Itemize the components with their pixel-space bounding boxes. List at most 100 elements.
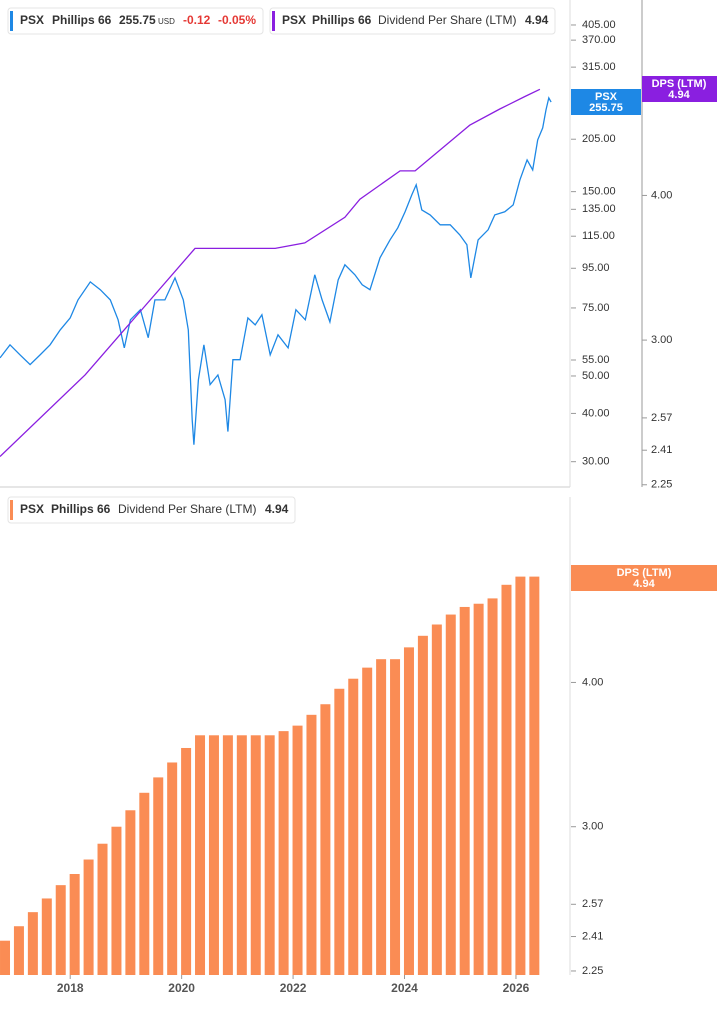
y-tick-label: 95.00 [582, 262, 610, 274]
bar [348, 678, 359, 975]
bar [264, 735, 275, 975]
bar [529, 576, 540, 975]
bar [167, 762, 178, 975]
y-tick-label: 205.00 [582, 133, 616, 145]
bar [487, 598, 498, 975]
legend-change: -0.12 [183, 13, 211, 27]
x-tick-label: 2024 [391, 981, 418, 995]
bar [153, 777, 164, 975]
dps-badge-label: DPS (LTM) [617, 567, 672, 579]
bar [431, 624, 442, 975]
bar [97, 843, 108, 975]
bar [111, 826, 122, 975]
bar [515, 576, 526, 975]
legend-box [7, 496, 296, 524]
bar [139, 792, 150, 975]
legend-swatch [272, 11, 275, 31]
legend-change-pct: -0.05% [218, 13, 256, 27]
legend: PSX Phillips 66 255.75 USD -0.12 -0.05% [7, 7, 264, 35]
line-series [0, 88, 541, 457]
bar [334, 688, 345, 975]
price-badge [571, 89, 641, 115]
bar [306, 714, 317, 975]
bar [222, 735, 233, 975]
legend: PSX Phillips 66 Dividend Per Share (LTM)… [269, 7, 556, 35]
bar [376, 659, 387, 975]
legend-box [269, 7, 556, 35]
y-tick-label: 405.00 [582, 19, 616, 31]
y-tick-label: 50.00 [582, 370, 610, 382]
bar [208, 735, 219, 975]
bar [417, 635, 428, 975]
bar [445, 614, 456, 975]
bar [403, 647, 414, 975]
bar [13, 926, 24, 975]
bar [292, 725, 303, 975]
x-tick-label: 2018 [57, 981, 84, 995]
bar [362, 667, 373, 975]
y-tick-label: 40.00 [582, 407, 610, 419]
legend-value: 4.94 [525, 13, 549, 27]
legend-series: Dividend Per Share (LTM) [378, 13, 517, 27]
bar [459, 606, 470, 975]
x-tick-label: 2022 [280, 981, 307, 995]
y2-tick-label: 2.25 [651, 479, 672, 491]
x-tick-label: 2026 [503, 981, 530, 995]
dps-badge [642, 76, 717, 102]
dps-badge-label: DPS (LTM) [652, 78, 707, 90]
badges: PSX 255.75 DPS (LTM) 4.94 DPS (LTM) 4.94 [571, 76, 717, 591]
y-tick-label: 135.00 [582, 203, 616, 215]
legend-swatch [10, 11, 13, 31]
legend-currency: USD [158, 17, 175, 26]
legend-symbol: PSX [282, 13, 306, 27]
legend-swatch [10, 500, 13, 520]
bar [181, 747, 192, 975]
y-tick-label: 2.25 [582, 965, 603, 977]
y2-tick-label: 2.57 [651, 412, 672, 424]
plots: 4.00 3.00 2.57 2.41 2.25 2018 2020 2022 2024 2026 [0, 24, 672, 995]
bar [473, 603, 484, 975]
y-tick-label: 75.00 [582, 302, 610, 314]
price-badge-symbol: PSX [595, 91, 618, 103]
bar [83, 859, 94, 975]
y-tick-label: 3.00 [582, 821, 603, 833]
legend: PSX Phillips 66 Dividend Per Share (LTM)… [7, 496, 296, 524]
legend-company: Phillips 66 [312, 13, 372, 27]
bar [390, 659, 401, 975]
dps-badge [571, 565, 717, 591]
legend-box [7, 7, 264, 35]
y-tick-label: 2.41 [582, 930, 603, 942]
bar [320, 704, 331, 975]
y2-tick-label: 3.00 [651, 334, 672, 346]
bar [125, 810, 136, 975]
y-tick-label: 30.00 [582, 456, 610, 468]
y-tick-label: 150.00 [582, 186, 616, 198]
bar [0, 940, 11, 975]
y2-tick-label: 4.00 [651, 189, 672, 201]
y-tick-label: 4.00 [582, 676, 603, 688]
y-tick-label: 115.00 [582, 230, 615, 242]
bar [278, 731, 289, 975]
legend-series: Dividend Per Share (LTM) [118, 502, 257, 516]
dps-badge-value: 4.94 [633, 578, 655, 590]
y-tick-label: 55.00 [582, 354, 610, 366]
bar [195, 735, 206, 975]
bar [41, 898, 52, 975]
line-series [0, 96, 552, 445]
legend-symbol: PSX [20, 502, 44, 516]
bar [27, 912, 38, 975]
legend-value: 4.94 [265, 502, 289, 516]
bar [55, 885, 66, 975]
x-tick-label: 2020 [168, 981, 195, 995]
legend-symbol: PSX [20, 13, 44, 27]
bar [501, 584, 512, 975]
dps-badge-value: 4.94 [668, 89, 690, 101]
bar [236, 735, 247, 975]
y-tick-label: 315.00 [582, 61, 616, 73]
y2-tick-label: 2.41 [651, 444, 672, 456]
y-tick-label: 370.00 [582, 34, 616, 46]
bar [69, 874, 80, 975]
legend-company: Phillips 66 [51, 502, 111, 516]
price-badge-value: 255.75 [589, 102, 623, 114]
